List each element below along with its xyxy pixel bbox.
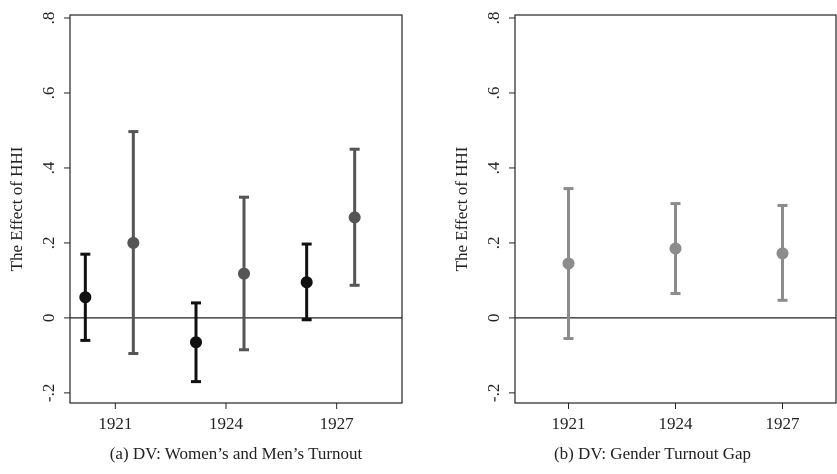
y-tick-label: .6 [484,87,503,100]
x-tick-label: 1921 [98,414,132,433]
y-axis-title: The Effect of HHI [7,146,26,271]
point [79,291,92,304]
panel-title: (a) DV: Women’s and Men’s Turnout [110,444,363,463]
y-tick-label: .8 [39,12,58,25]
y-tick-label: .2 [484,237,503,250]
plot-frame [69,14,403,404]
x-tick-label: 1921 [552,414,586,433]
point [238,267,250,280]
x-tick-label: 1924 [209,414,244,433]
point [348,211,361,224]
y-tick-label: -.2 [484,384,503,402]
y-tick-label: .2 [39,237,58,250]
x-tick-label: 1924 [659,414,694,433]
y-tick-label: .4 [484,161,503,174]
y-tick-label: 0 [39,314,58,323]
y-axis-title: The Effect of HHI [452,146,471,271]
panel-title: (b) DV: Gender Turnout Gap [554,444,751,463]
point [127,236,140,249]
point [190,336,202,349]
point [776,247,789,260]
y-tick-label: .8 [484,12,503,25]
y-tick-label: .4 [39,161,58,174]
point [562,257,575,270]
point [669,242,682,255]
x-tick-label: 1927 [766,414,801,433]
point [300,276,313,289]
y-tick-label: -.2 [39,384,58,402]
x-tick-label: 1927 [320,414,355,433]
y-tick-label: .6 [39,87,58,100]
y-tick-label: 0 [484,314,503,323]
